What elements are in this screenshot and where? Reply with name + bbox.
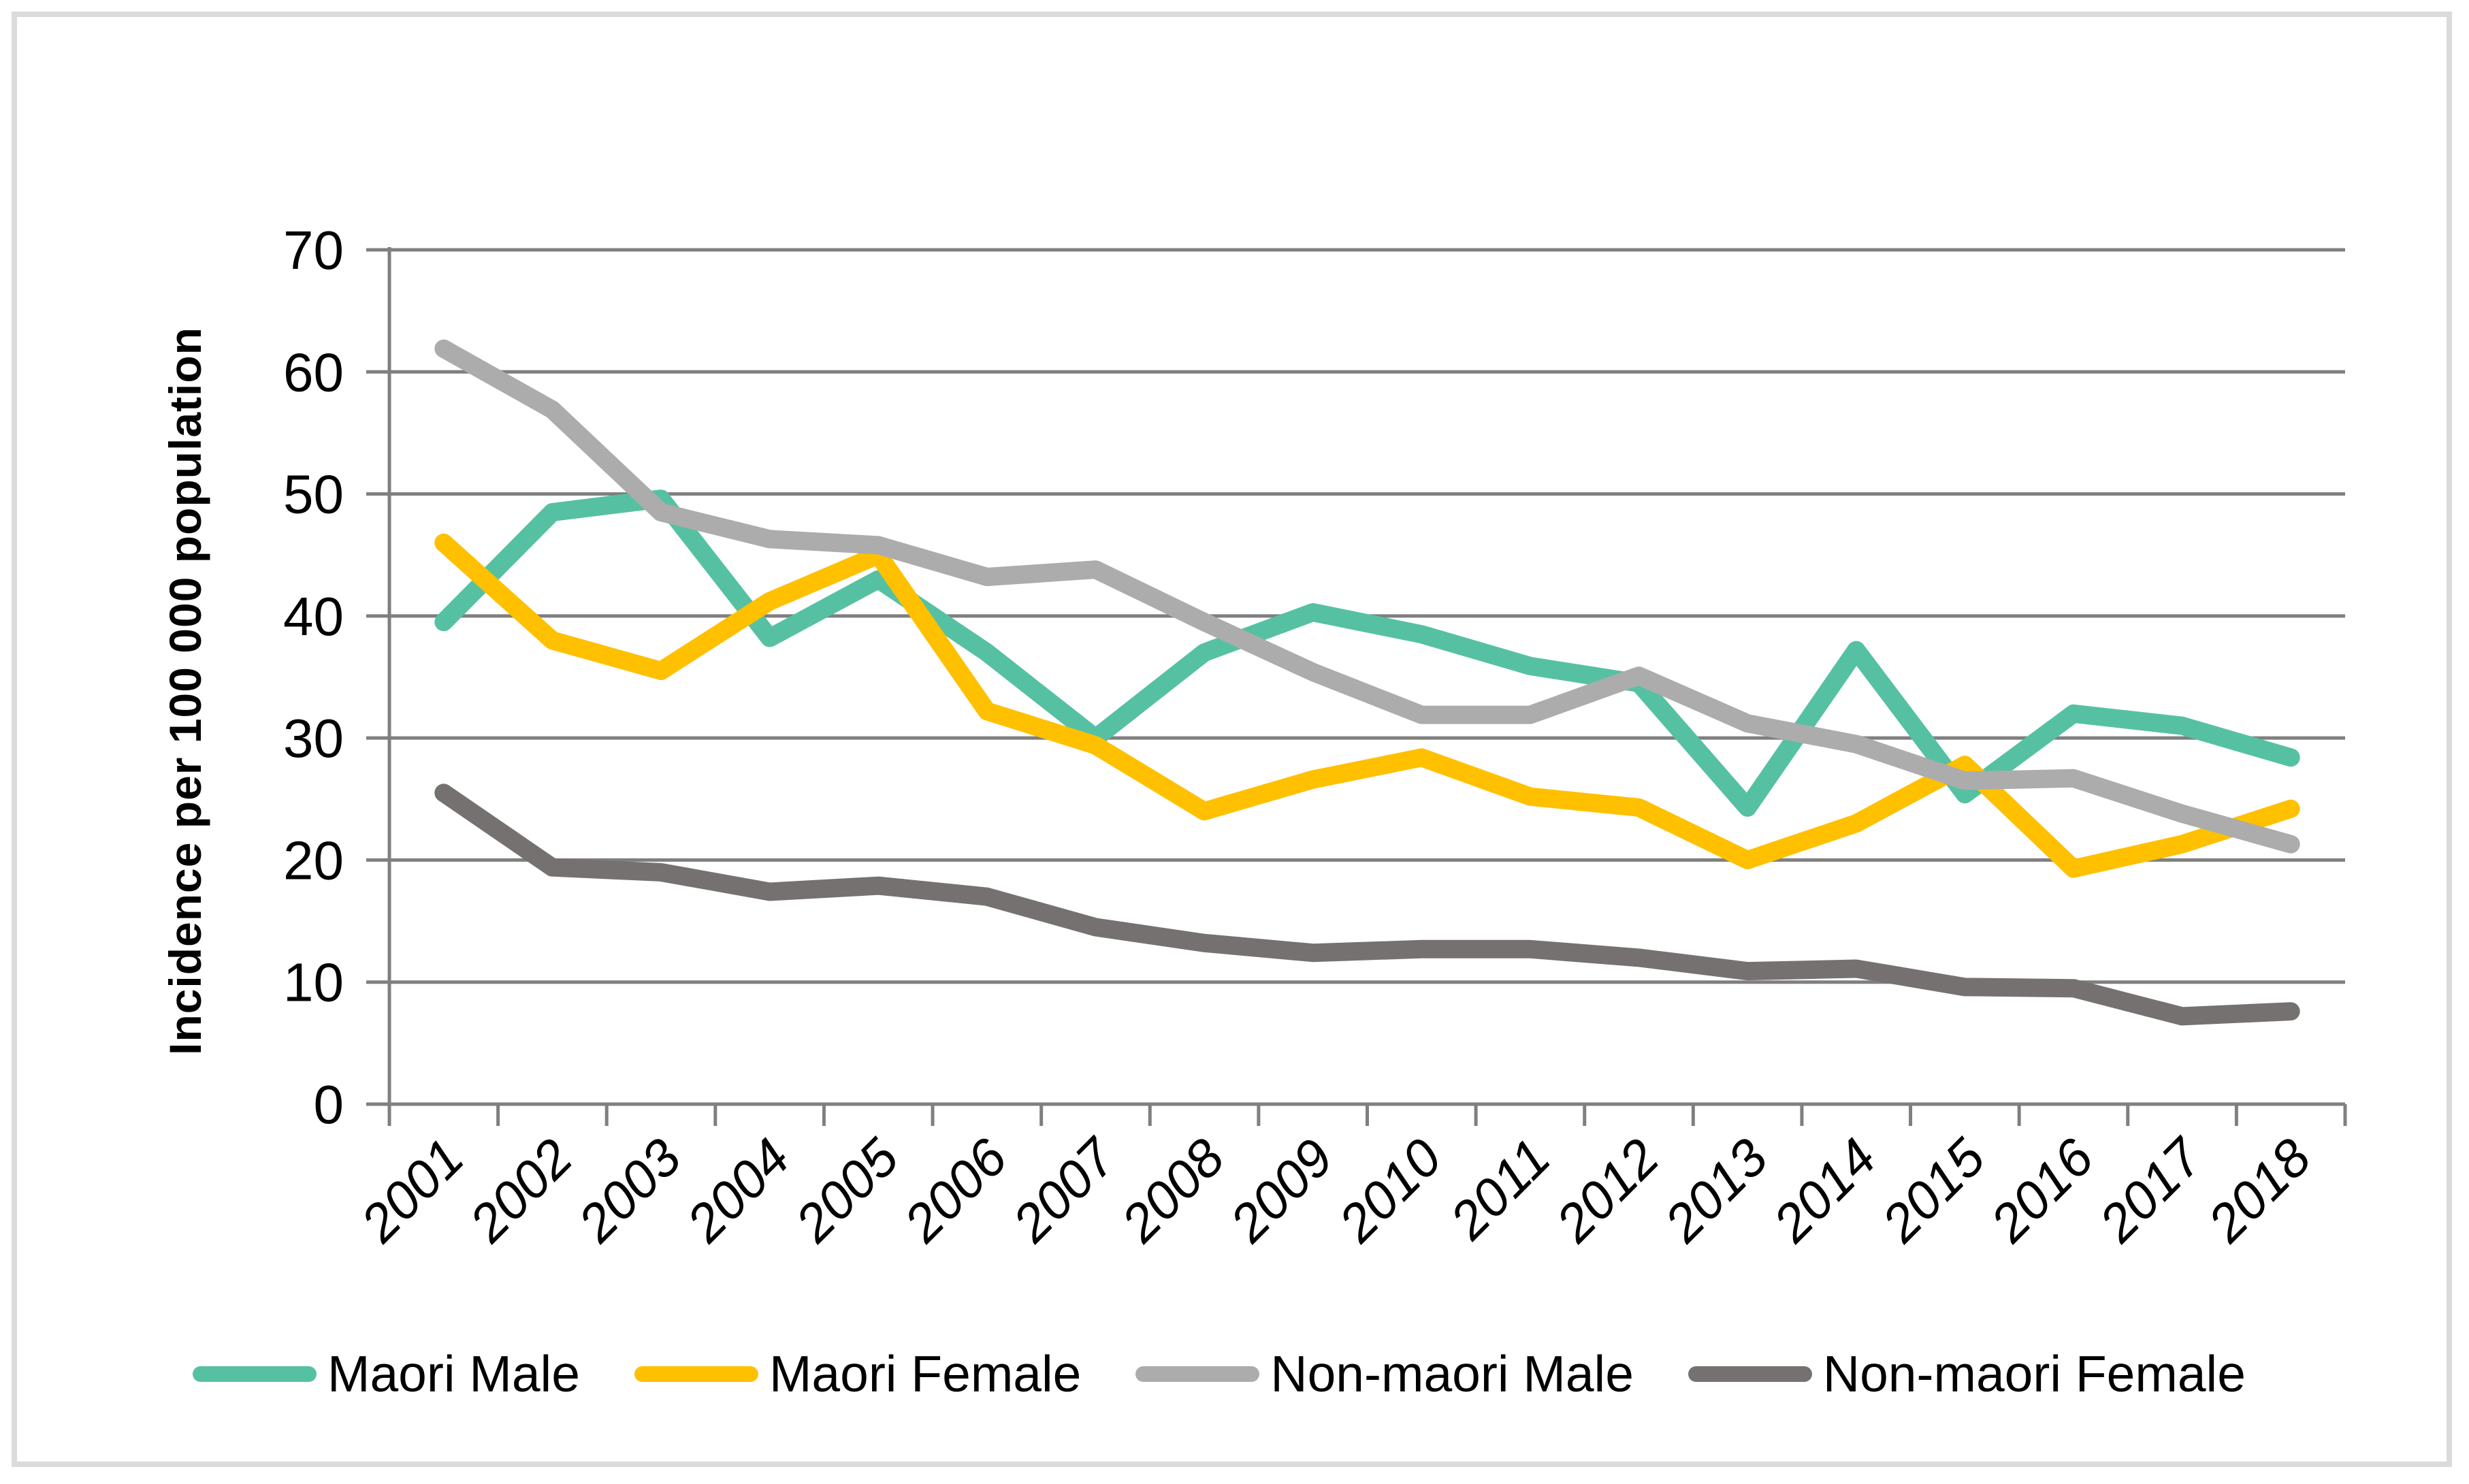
x-tick-label-2012: 2012 (1544, 1127, 1671, 1254)
y-tick-label-40: 40 (283, 586, 344, 647)
x-tick-label-2002: 2002 (457, 1127, 584, 1254)
y-tick-label-10: 10 (283, 952, 344, 1013)
x-tick-label-2007: 2007 (1001, 1126, 1128, 1253)
x-tick-label-2015: 2015 (1870, 1127, 1997, 1253)
x-tick-label-2005: 2005 (784, 1127, 910, 1253)
legend-item-non-maori-male: Non-maori Male (1135, 1344, 1634, 1403)
series-line-non-maori-female (434, 784, 2300, 1026)
y-tick-label-70: 70 (283, 220, 344, 280)
legend-swatch-icon (193, 1366, 317, 1382)
axes (366, 247, 2347, 1126)
x-tick-label-2011: 2011 (1438, 1127, 1562, 1251)
legend-label: Non-maori Male (1270, 1345, 1634, 1402)
x-tick-label-2006: 2006 (892, 1127, 1018, 1253)
y-tick-label-20: 20 (283, 830, 344, 890)
y-tick-label-0: 0 (314, 1074, 344, 1135)
legend-item-non-maori-female: Non-maori Female (1688, 1344, 2246, 1403)
legend-swatch-icon (634, 1366, 758, 1382)
legend-item-maori-male: Maori Male (193, 1344, 580, 1403)
x-tick-label-2016: 2016 (1978, 1127, 2105, 1253)
x-tick-label-2018: 2018 (2196, 1127, 2323, 1254)
x-tick-label-2017: 2017 (2087, 1126, 2214, 1253)
legend-label: Non-maori Female (1822, 1345, 2246, 1402)
series-line-maori-female (434, 533, 2300, 878)
legend-label: Maori Male (327, 1345, 580, 1402)
x-axis-tick-labels: 2001200220032004200520062007200820092010… (349, 1126, 2322, 1253)
x-tick-label-2008: 2008 (1109, 1127, 1236, 1254)
x-tick-label-2013: 2013 (1653, 1127, 1779, 1254)
legend-swatch-icon (1135, 1366, 1260, 1382)
y-axis-title: Incidence per 100 000 population (160, 327, 210, 1055)
x-tick-label-2009: 2009 (1218, 1127, 1344, 1254)
y-tick-label-30: 30 (283, 708, 344, 769)
legend-label: Maori Female (769, 1345, 1082, 1402)
legend-item-maori-female: Maori Female (634, 1344, 1081, 1403)
legend-swatch-icon (1688, 1366, 1812, 1382)
x-tick-label-2004: 2004 (675, 1127, 801, 1254)
x-tick-label-2014: 2014 (1761, 1127, 1888, 1254)
series-lines (434, 339, 2300, 1026)
x-tick-label-2010: 2010 (1327, 1127, 1453, 1254)
legend: Maori Male Maori Female Non-maori Male Non-… (193, 1344, 2246, 1403)
x-tick-label-2001: 2001 (349, 1127, 475, 1254)
series-line-non-maori-male (434, 339, 2300, 854)
y-tick-label-50: 50 (283, 464, 344, 525)
y-axis-tick-labels: 0 10 20 30 40 50 60 70 (283, 220, 344, 1135)
y-tick-label-60: 60 (283, 342, 344, 402)
x-tick-label-2003: 2003 (566, 1127, 692, 1254)
